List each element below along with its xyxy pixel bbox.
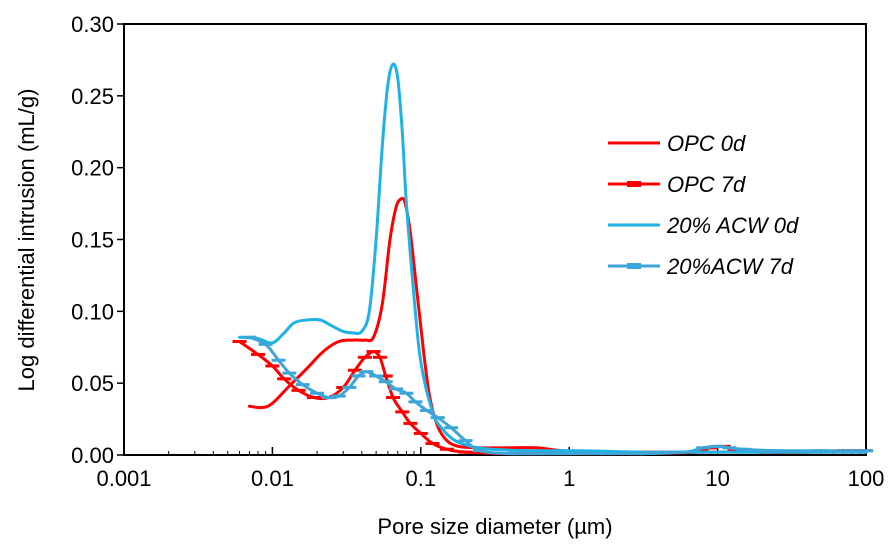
y-tick-label: 0.25 xyxy=(71,84,114,109)
y-tick-label: 0.05 xyxy=(71,371,114,396)
series-3 xyxy=(238,62,868,454)
y-axis-title: Log differential intrusion (mL/g) xyxy=(14,89,39,392)
x-axis-ticks: 0.001 0.01 0.1 1 10 100 xyxy=(96,447,884,491)
x-tick-label: 0.001 xyxy=(96,466,151,491)
series-line xyxy=(238,62,868,454)
x-tick-label: 0.1 xyxy=(406,466,437,491)
legend-label: 20% ACW 0d xyxy=(666,213,799,238)
legend-item: OPC 7d xyxy=(608,172,746,197)
legend-label: OPC 7d xyxy=(667,172,746,197)
legend-item: OPC 0d xyxy=(608,131,746,156)
series-4 xyxy=(242,335,873,456)
y-tick-label: 0.00 xyxy=(71,443,114,468)
y-tick-label: 0.30 xyxy=(71,12,114,37)
x-tick-label: 1 xyxy=(563,466,575,491)
legend-label: OPC 0d xyxy=(667,131,746,156)
y-tick-label: 0.15 xyxy=(71,228,114,253)
x-tick-label: 0.01 xyxy=(251,466,294,491)
legend: OPC 0d OPC 7d 20% ACW 0d 20%ACW 7d xyxy=(608,131,799,279)
x-tick-label: 10 xyxy=(705,466,729,491)
x-axis-title: Pore size diameter (µm) xyxy=(377,514,612,539)
legend-item: 20% ACW 0d xyxy=(608,213,799,238)
x-tick-label: 100 xyxy=(848,466,885,491)
y-tick-label: 0.10 xyxy=(71,299,114,324)
legend-label: 20%ACW 7d xyxy=(666,254,794,279)
plot-frame xyxy=(123,23,867,456)
y-axis-ticks: 0.00 0.05 0.10 0.15 0.20 0.25 0.30 xyxy=(71,12,124,468)
y-tick-label: 0.20 xyxy=(71,156,114,181)
legend-item: 20%ACW 7d xyxy=(608,254,794,279)
series-layer xyxy=(232,62,873,456)
